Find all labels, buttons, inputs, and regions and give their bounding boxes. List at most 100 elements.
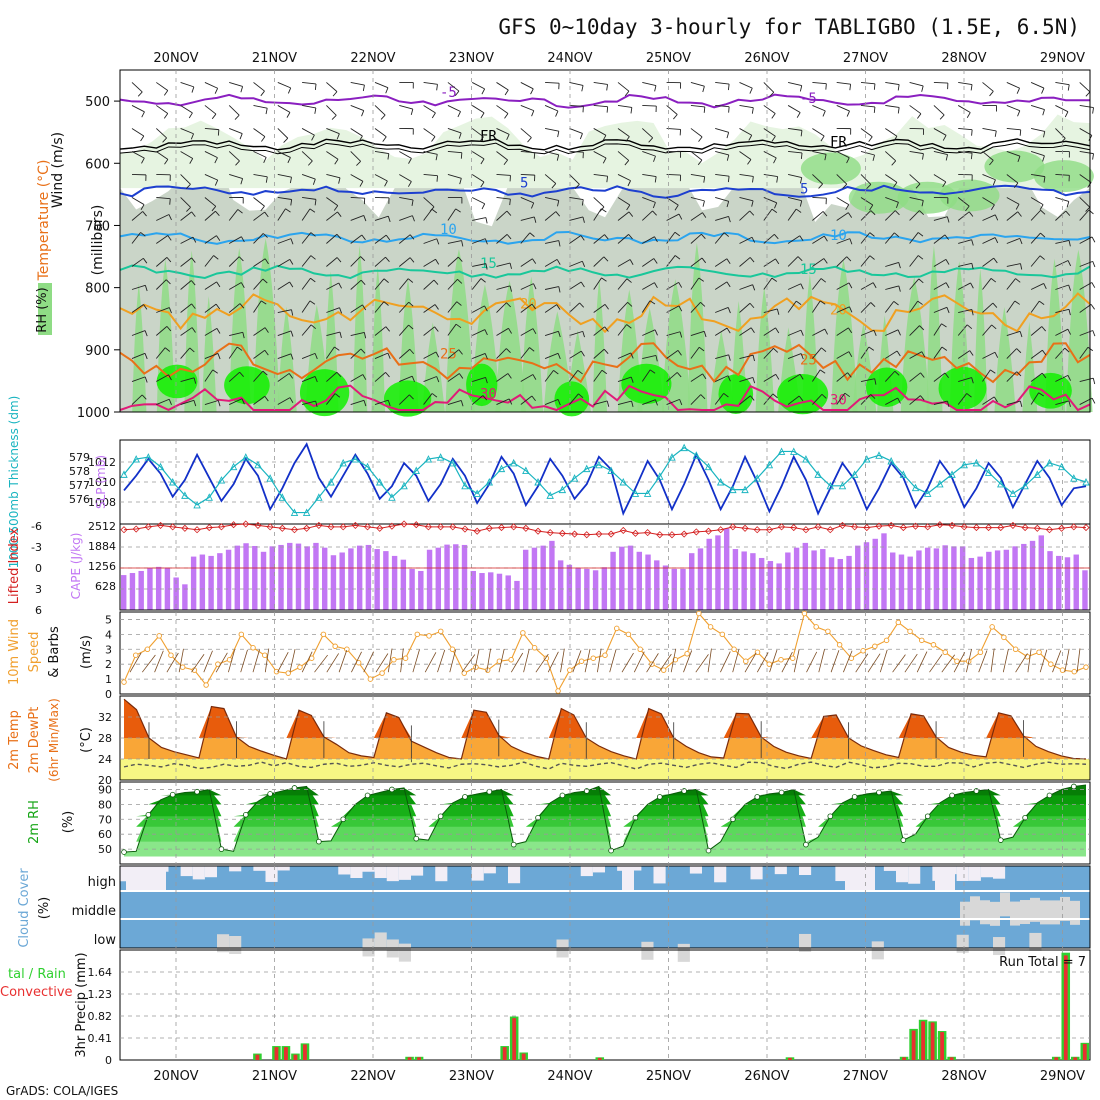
wind-barb (958, 151, 973, 154)
lifted-index-marker (1045, 526, 1054, 534)
wind-barb (690, 257, 703, 267)
wind-barb (326, 82, 338, 92)
wind-barb-flag (530, 202, 535, 209)
wind-barb (1055, 260, 1069, 267)
wind-barb (131, 330, 146, 336)
precip-tick-label: 0.82 (88, 1010, 113, 1023)
wind-barb (204, 327, 218, 336)
wind-barb (471, 105, 485, 114)
wind-barb-flag (509, 199, 511, 206)
wind-barb-flag (1039, 300, 1045, 306)
wind-barb (326, 151, 339, 160)
wind-barb (447, 400, 462, 405)
wind-barb-flag (334, 158, 339, 165)
wind-barb-flag (1014, 300, 1020, 305)
wind-barb (909, 197, 924, 201)
wind-barb (763, 208, 773, 221)
wind-barb-flag (558, 286, 561, 293)
cape-bar (1029, 540, 1036, 610)
cloud-high-clear (350, 866, 363, 878)
wind-barb (763, 233, 775, 244)
wind-barb-flag (795, 208, 802, 213)
rh-marker (778, 789, 785, 796)
wind-barb-flag (774, 202, 778, 209)
cloud-low-clear (799, 933, 812, 952)
wind-barb (860, 104, 875, 108)
wind-barb-flag (800, 329, 804, 336)
wind-barb (666, 213, 680, 221)
cape-bar (557, 560, 564, 610)
wind-barb-10m (658, 653, 672, 673)
wind-barb (326, 128, 340, 135)
wind-barb (520, 303, 533, 313)
wind-barb-flag (825, 83, 827, 90)
wind-barb (423, 258, 436, 267)
wind-barb (471, 197, 485, 205)
rh-fill-core (1029, 372, 1072, 409)
pressure-axis-title: (millibars) (90, 205, 106, 276)
wind-barb (374, 82, 389, 89)
wind-barb-flag (409, 348, 415, 355)
wind-barb-flag (140, 204, 145, 210)
wind-barb (520, 395, 533, 405)
wind-barb (471, 174, 485, 183)
thickness-marker (449, 458, 457, 467)
wind-barb (447, 208, 457, 221)
rh-marker (656, 794, 663, 800)
wind-barb-10m (584, 648, 591, 673)
wind-barb-10m (387, 648, 393, 673)
wind-barb-flag (1087, 182, 1092, 188)
wind-barb-10m (609, 649, 617, 673)
wind-barb-flag (314, 199, 317, 206)
cape-bar (1003, 549, 1010, 610)
wind-speed-marker (426, 633, 432, 639)
wind-barb (496, 285, 511, 290)
wind-barb-flag (678, 305, 683, 312)
wind-barb (642, 81, 657, 86)
wind-barb-flag (799, 374, 804, 380)
cloud-middle-clear (1050, 900, 1060, 925)
wind-speed-marker (989, 624, 995, 630)
cloud-middle-clear (980, 900, 990, 925)
wind-barb (982, 351, 996, 359)
wind-barb-flag (557, 131, 560, 138)
rh-fill-upper (939, 179, 1000, 212)
wind-barb (350, 234, 363, 244)
wind-barb (544, 105, 559, 112)
cloud-high-clear (956, 866, 969, 881)
wind-barb (666, 372, 678, 382)
cape-bar (269, 546, 275, 610)
wind-barb-flag (823, 258, 828, 264)
wind-barb (884, 370, 896, 382)
wind-barb-flag (532, 328, 537, 335)
wind-barb-flag (144, 353, 148, 360)
wind-barb-10m (879, 649, 888, 673)
rh-marker (437, 813, 444, 820)
wind-barb-flag (917, 232, 924, 237)
wind-barb-flag (773, 348, 779, 353)
wind-barb (472, 217, 486, 221)
wind-barb (253, 233, 264, 244)
wind-barb-flag (460, 152, 463, 159)
wind-barb (544, 174, 557, 184)
wind-barb (860, 210, 872, 221)
wind-barb (204, 174, 218, 181)
isotherm-line (119, 230, 1091, 245)
wind-barb (301, 278, 311, 290)
wind-barb (812, 258, 825, 267)
lifted-index-marker (327, 523, 335, 531)
wind-barb (156, 398, 170, 405)
wind-barb (666, 105, 678, 115)
wind-barb-flag (726, 258, 731, 265)
cape-bar (418, 570, 424, 610)
wind-barb (569, 151, 584, 153)
wind-barb-flag (628, 211, 634, 217)
wind-barb-flag (800, 353, 804, 360)
cloud-axis-title: Cloud Cover (17, 868, 32, 948)
wind-barb-flag (480, 158, 485, 165)
rh-marker (413, 835, 420, 842)
wind-barb (156, 307, 170, 313)
wind-barb-flag (533, 216, 537, 223)
thickness-marker (217, 476, 226, 484)
wind-barb (423, 238, 437, 244)
